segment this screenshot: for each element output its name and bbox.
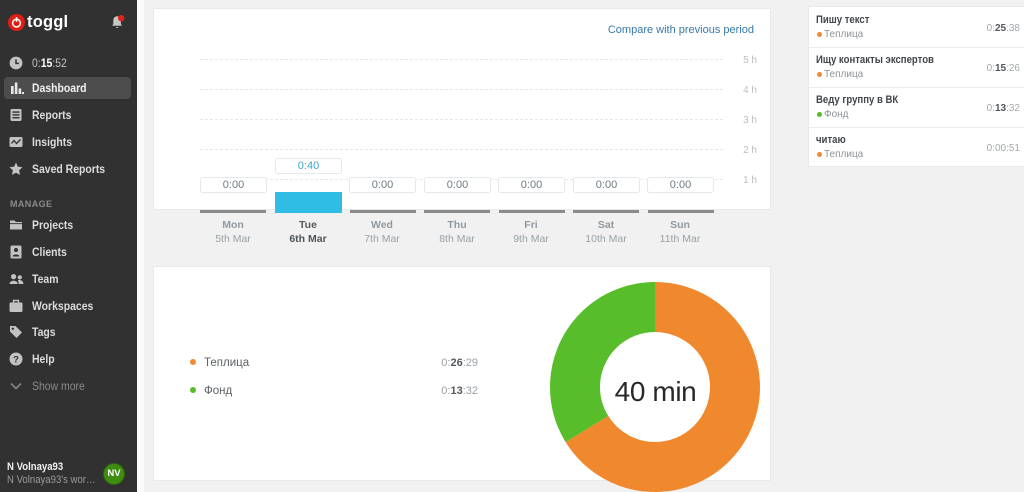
svg-text:?: ? bbox=[13, 354, 19, 365]
